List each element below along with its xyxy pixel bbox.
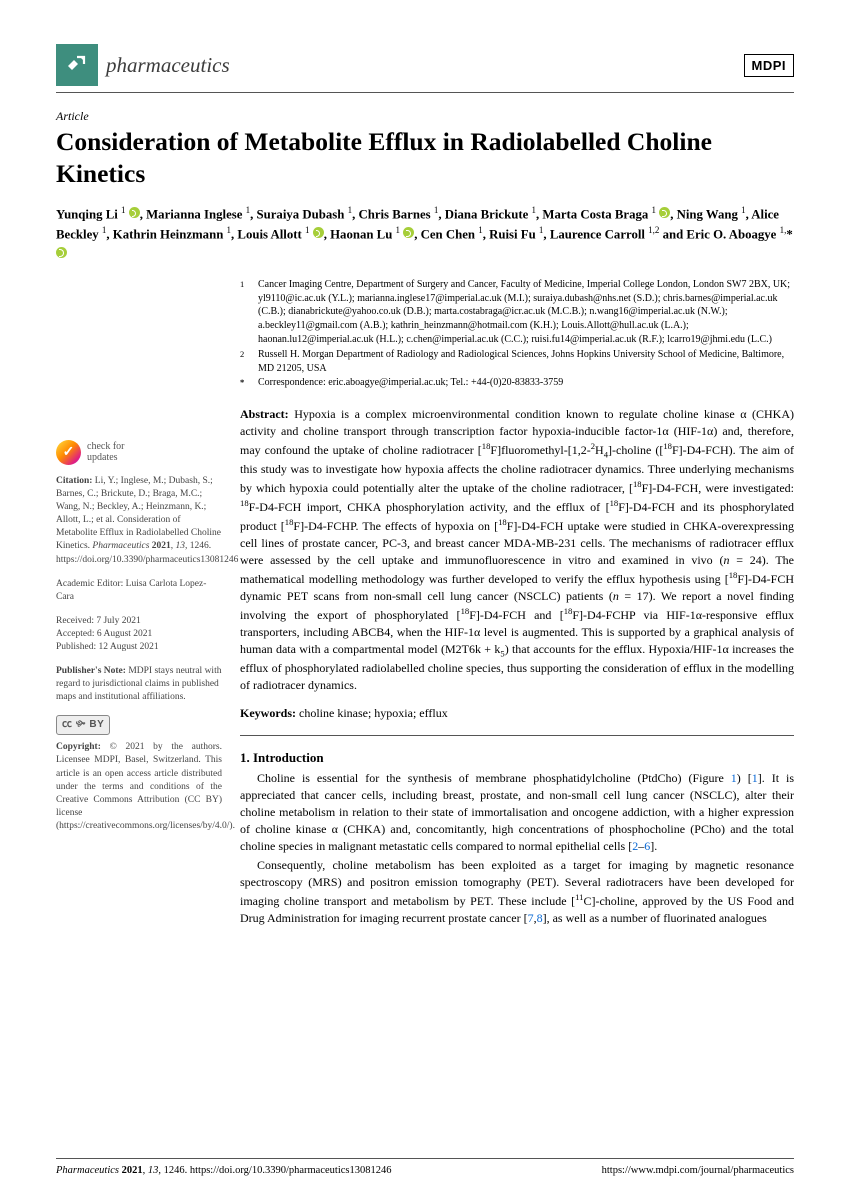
section-heading-intro: 1. Introduction — [240, 750, 794, 766]
check-updates-badge[interactable]: ✓ check forupdates — [56, 440, 222, 465]
intro-paragraph: Choline is essential for the synthesis o… — [240, 770, 794, 855]
publisher-logo: MDPI — [744, 54, 795, 77]
copyright: Copyright: © 2021 by the authors. Licens… — [56, 741, 222, 833]
dates: Received: 7 July 2021 Accepted: 6 August… — [56, 615, 222, 654]
cc-by-badge: ㏄ 🙛 BY — [56, 715, 222, 741]
footer-right: https://www.mdpi.com/journal/pharmaceuti… — [602, 1165, 794, 1176]
page-footer: Pharmaceutics 2021, 13, 1246. https://do… — [56, 1158, 794, 1176]
journal-icon — [56, 44, 98, 86]
sidebar: ✓ check forupdates Citation: Li, Y.; Ing… — [56, 278, 222, 929]
intro-paragraph: Consequently, choline metabolism has bee… — [240, 857, 794, 927]
footer-left: Pharmaceutics 2021, 13, 1246. https://do… — [56, 1165, 392, 1176]
keywords: Keywords: choline kinase; hypoxia; efflu… — [240, 706, 794, 721]
publishers-note: Publisher's Note: MDPI stays neutral wit… — [56, 665, 222, 704]
crossmark-icon: ✓ — [56, 440, 81, 465]
academic-editor: Academic Editor: Luisa Carlota Lopez-Car… — [56, 578, 222, 604]
check-updates-label: check forupdates — [87, 441, 124, 463]
journal-name: pharmaceutics — [106, 53, 230, 78]
citation: Citation: Li, Y.; Inglese, M.; Dubash, S… — [56, 475, 222, 567]
header: pharmaceutics MDPI — [56, 44, 794, 86]
article-title: Consideration of Metabolite Efflux in Ra… — [56, 126, 794, 190]
article-type: Article — [56, 109, 794, 124]
author-list: Yunqing Li 1 , Marianna Inglese 1, Surai… — [56, 204, 794, 264]
main-column: 1Cancer Imaging Centre, Department of Su… — [240, 278, 794, 929]
section-rule — [240, 735, 794, 736]
abstract: Abstract: Hypoxia is a complex microenvi… — [240, 406, 794, 694]
affiliations: 1Cancer Imaging Centre, Department of Su… — [240, 278, 794, 390]
header-rule — [56, 92, 794, 93]
journal-block: pharmaceutics — [56, 44, 230, 86]
